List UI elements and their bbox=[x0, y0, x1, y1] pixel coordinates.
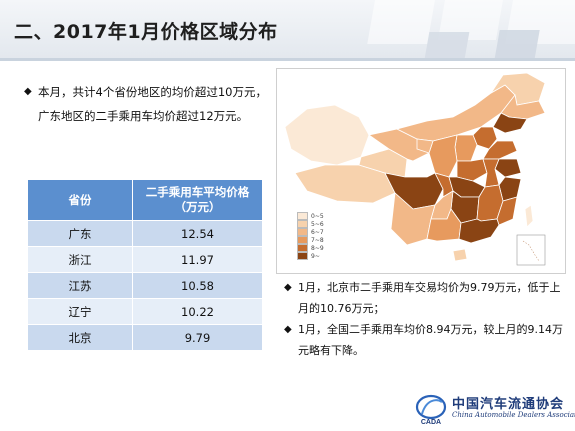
legend-label: 9~ bbox=[311, 252, 320, 260]
province-cell: 浙江 bbox=[27, 246, 133, 273]
diamond-bullet-icon: ◆ bbox=[24, 86, 32, 97]
detail-text: 1月，北京市二手乘用车交易均价为9.79万元，低于上月的10.76万元； bbox=[298, 281, 561, 315]
china-map-graphic bbox=[284, 72, 546, 266]
diamond-bullet-icon: ◆ bbox=[284, 324, 292, 335]
page-title: 二、2017年1月价格区域分布 bbox=[14, 21, 278, 43]
province-cell: 辽宁 bbox=[27, 298, 133, 325]
price-cell: 10.58 bbox=[132, 272, 263, 299]
logo-abbr: CADA bbox=[421, 419, 441, 426]
legend-label: 0~5 bbox=[311, 212, 324, 220]
logo-name-en: China Automobile Dealers Association bbox=[452, 411, 575, 419]
legend-item: 6~7 bbox=[297, 228, 324, 236]
summary-bullets: ◆ 本月，共计4个省份地区的均价超过10万元，广东地区的二手乘用车均价超过12万… bbox=[24, 80, 272, 128]
table-row: 北京 9.79 bbox=[27, 324, 263, 351]
detail-bullet: ◆ 1月，北京市二手乘用车交易均价为9.79万元，低于上月的10.76万元； bbox=[284, 277, 569, 319]
cada-logo: CADA 中国汽车流通协会 China Automobile Dealers A… bbox=[412, 392, 575, 426]
legend-label: 6~7 bbox=[311, 228, 324, 236]
legend-item: 5~6 bbox=[297, 220, 324, 228]
slide-header: 二、2017年1月价格区域分布 bbox=[0, 0, 575, 61]
legend-item: 9~ bbox=[297, 252, 324, 260]
diamond-bullet-icon: ◆ bbox=[284, 282, 292, 293]
legend-item: 0~5 bbox=[297, 212, 324, 220]
detail-bullet: ◆ 1月，全国二手乘用车均价8.94万元，较上月的9.14万元略有下降。 bbox=[284, 319, 569, 361]
price-cell: 11.97 bbox=[132, 246, 263, 273]
legend-item: 7~8 bbox=[297, 236, 324, 244]
cada-emblem-icon: CADA bbox=[415, 394, 447, 426]
summary-text: 本月，共计4个省份地区的均价超过10万元，广东地区的二手乘用车均价超过12万元。 bbox=[38, 85, 267, 123]
header-price: 二手乘用车平均价格（万元） bbox=[132, 179, 263, 221]
header-province: 省份 bbox=[27, 179, 133, 221]
price-cell: 12.54 bbox=[132, 220, 263, 247]
legend-item: 8~9 bbox=[297, 244, 324, 252]
province-cell: 江苏 bbox=[27, 272, 133, 299]
legend-swatch bbox=[297, 228, 308, 236]
china-price-map: 0~5 5~6 6~7 7~8 8~9 9~ bbox=[276, 68, 566, 274]
legend-label: 5~6 bbox=[311, 220, 324, 228]
legend-swatch bbox=[297, 236, 308, 244]
price-cell: 10.22 bbox=[132, 298, 263, 325]
legend-swatch bbox=[297, 252, 308, 260]
price-cell: 9.79 bbox=[132, 324, 263, 351]
legend-swatch bbox=[297, 220, 308, 228]
detail-bullets: ◆ 1月，北京市二手乘用车交易均价为9.79万元，低于上月的10.76万元； ◆… bbox=[284, 277, 569, 361]
table-row: 广东 12.54 bbox=[27, 220, 263, 247]
map-legend: 0~5 5~6 6~7 7~8 8~9 9~ bbox=[297, 212, 324, 260]
price-table: 省份 二手乘用车平均价格（万元） 广东 12.54 浙江 11.97 江苏 10… bbox=[27, 179, 263, 351]
province-cell: 广东 bbox=[27, 220, 133, 247]
legend-label: 8~9 bbox=[311, 244, 324, 252]
logo-name-cn: 中国汽车流通协会 bbox=[452, 397, 565, 412]
detail-text: 1月，全国二手乘用车均价8.94万元，较上月的9.14万元略有下降。 bbox=[298, 323, 563, 357]
table-row: 江苏 10.58 bbox=[27, 272, 263, 299]
header-decoration bbox=[367, 0, 575, 58]
summary-bullet: ◆ 本月，共计4个省份地区的均价超过10万元，广东地区的二手乘用车均价超过12万… bbox=[24, 80, 272, 128]
province-cell: 北京 bbox=[27, 324, 133, 351]
legend-label: 7~8 bbox=[311, 236, 324, 244]
table-row: 浙江 11.97 bbox=[27, 246, 263, 273]
legend-swatch bbox=[297, 244, 308, 252]
table-row: 辽宁 10.22 bbox=[27, 298, 263, 325]
legend-swatch bbox=[297, 212, 308, 220]
